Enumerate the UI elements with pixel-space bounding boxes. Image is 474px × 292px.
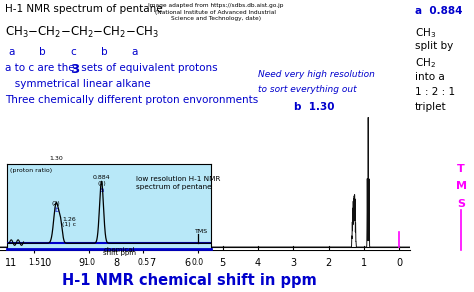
Text: (2): (2) [52,201,61,206]
Text: a  0.884: a 0.884 [415,6,462,16]
Text: b: b [55,207,59,213]
Text: CH$_2$: CH$_2$ [415,57,436,70]
Text: chemical: chemical [104,247,135,253]
Text: symmetrical linear alkane: symmetrical linear alkane [5,79,150,89]
Text: b: b [39,47,46,57]
Text: CH$_3$$-$CH$_2$$-$CH$_2$$-$CH$_2$$-$CH$_3$: CH$_3$$-$CH$_2$$-$CH$_2$$-$CH$_2$$-$CH$_… [5,25,159,40]
Text: CH$_3$: CH$_3$ [415,26,436,40]
Text: into a: into a [415,72,445,82]
Text: 2: 2 [326,258,332,268]
Text: Image adapted from https://sdbs.db.aist.go.jp
(National Institute of Advanced In: Image adapted from https://sdbs.db.aist.… [148,3,283,21]
Text: 4: 4 [255,258,261,268]
Text: 10: 10 [40,258,52,268]
Text: H-1 NMR chemical shift in ppm: H-1 NMR chemical shift in ppm [62,273,317,288]
Text: 0: 0 [396,258,402,268]
Text: (1) c: (1) c [62,223,76,227]
Text: (proton ratio): (proton ratio) [10,168,53,173]
Text: to sort everything out: to sort everything out [258,85,357,94]
Text: 3: 3 [70,63,80,76]
Text: Three chemically different proton envoronments: Three chemically different proton envoro… [5,95,258,105]
Text: 1.26: 1.26 [63,217,76,222]
Text: a: a [9,47,15,57]
Text: T: T [457,164,465,173]
Text: M: M [456,181,467,191]
Text: c  1.26: c 1.26 [294,118,333,128]
Text: triplet: triplet [415,102,447,112]
Text: 6: 6 [184,258,191,268]
Text: of ratio a : b : c of 6 : 4 : 2 or 3 : 2 : 1: of ratio a : b : c of 6 : 4 : 2 or 3 : 2… [5,111,199,121]
Text: a: a [132,47,138,57]
Text: shift ppm: shift ppm [103,250,136,256]
Text: TMS: TMS [195,229,208,234]
Text: 8: 8 [114,258,120,268]
Text: (3): (3) [97,181,106,186]
Text: 9: 9 [78,258,84,268]
Text: b: b [101,47,108,57]
Text: 1 : 2 : 1: 1 : 2 : 1 [415,87,455,97]
Text: a: a [100,187,104,193]
Text: H-1 NMR spectrum of pentane: H-1 NMR spectrum of pentane [5,4,163,14]
Text: split by: split by [415,41,453,51]
Text: a to c are the: a to c are the [5,63,78,73]
Text: 1: 1 [361,258,367,268]
Text: low resolution H-1 NMR
spectrum of pentane: low resolution H-1 NMR spectrum of penta… [136,176,220,190]
Text: 5: 5 [219,258,226,268]
Text: 11: 11 [4,258,17,268]
Text: Need very high resolution: Need very high resolution [258,70,375,79]
Text: sets of equivalent protons: sets of equivalent protons [78,63,218,73]
Text: b  1.30: b 1.30 [294,102,334,112]
Text: S: S [457,199,465,208]
Text: 0.884: 0.884 [93,175,110,180]
Text: 3: 3 [290,258,296,268]
Text: multiple
resonance
lines: multiple resonance lines [256,143,310,181]
Text: 1.30: 1.30 [49,156,63,161]
Text: c: c [70,47,76,57]
Text: 7: 7 [149,258,155,268]
